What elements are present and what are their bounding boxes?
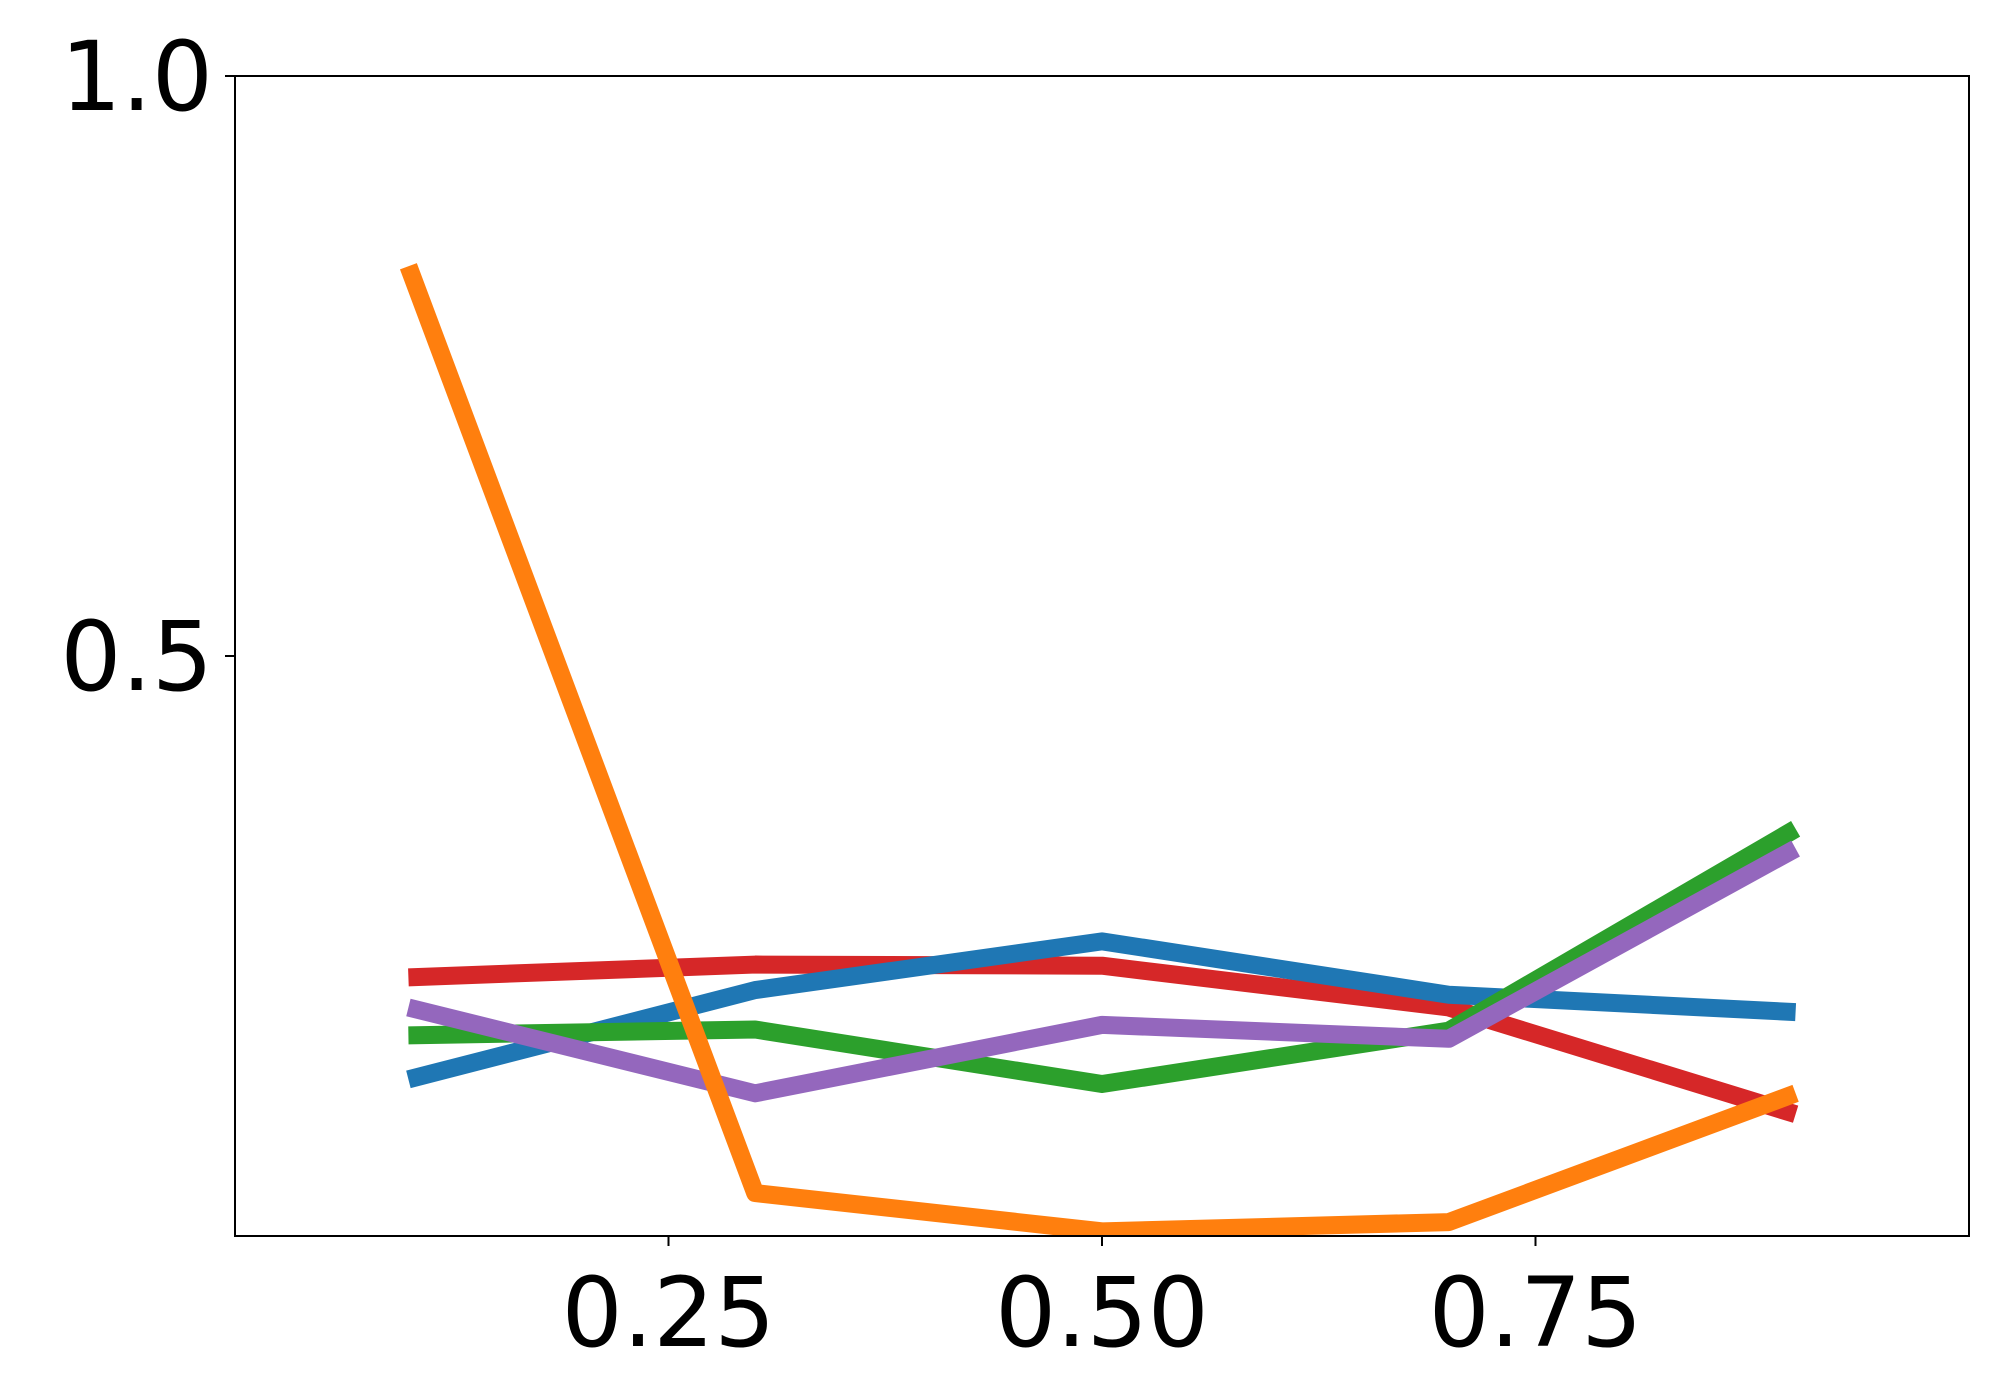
line-series xyxy=(406,932,1797,1089)
x-tick-label: 0.25 xyxy=(562,1257,776,1369)
plot-area xyxy=(399,263,1801,1236)
line-series xyxy=(408,955,1799,1123)
y-tick-label: 1.0 xyxy=(60,21,213,133)
line-series xyxy=(408,821,1801,1094)
line-series xyxy=(399,263,1799,1236)
x-tick-label: 0.50 xyxy=(995,1257,1209,1369)
y-tick-label: 0.5 xyxy=(60,601,213,713)
line-series xyxy=(406,840,1800,1103)
x-tick-label: 0.75 xyxy=(1429,1257,1643,1369)
